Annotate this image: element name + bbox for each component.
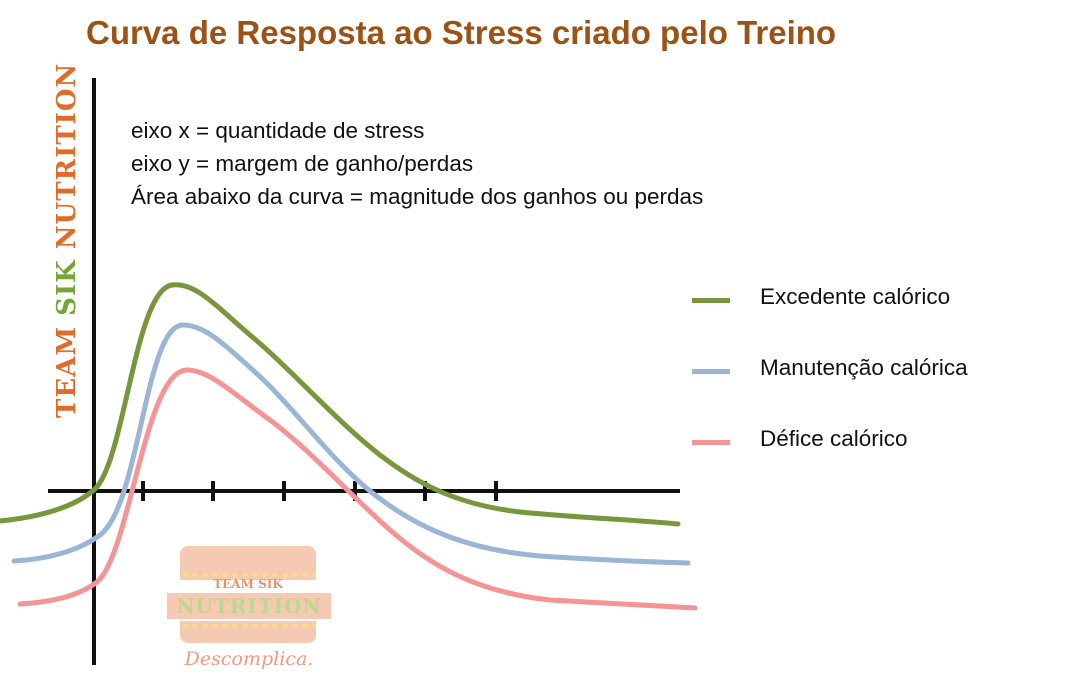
legend-label: Manutenção calórica bbox=[760, 355, 968, 380]
logo-bun-bottom bbox=[180, 631, 316, 643]
logo-dots bbox=[180, 621, 316, 631]
page-title: Curva de Resposta ao Stress criado pelo … bbox=[86, 14, 837, 51]
brand-logo: TEAM SIK NUTRITION Descomplica. bbox=[167, 546, 331, 676]
legend-swatch bbox=[692, 298, 730, 303]
note-x-axis: eixo x = quantidade de stress bbox=[131, 118, 425, 143]
logo-bun-top bbox=[180, 546, 316, 570]
note-y-axis: eixo y = margem de ganho/perdas bbox=[131, 151, 474, 176]
legend-label: Excedente calórico bbox=[760, 284, 951, 309]
logo-line-nutrition: NUTRITION bbox=[167, 593, 331, 619]
legend-swatch bbox=[692, 440, 730, 445]
curve-excedente bbox=[0, 282, 681, 527]
curve-defice bbox=[17, 367, 698, 611]
legend-swatch bbox=[692, 369, 730, 374]
note-area: Área abaixo da curva = magnitude dos gan… bbox=[131, 184, 704, 209]
axis-notes: eixo x = quantidade de stress eixo y = m… bbox=[131, 114, 703, 213]
logo-tagline: Descomplica. bbox=[184, 648, 314, 670]
logo-line-team: TEAM SIK bbox=[213, 577, 283, 591]
legend-label: Défice calórico bbox=[760, 426, 908, 451]
logo-dots bbox=[180, 570, 316, 580]
curve-manutencao bbox=[11, 322, 691, 566]
